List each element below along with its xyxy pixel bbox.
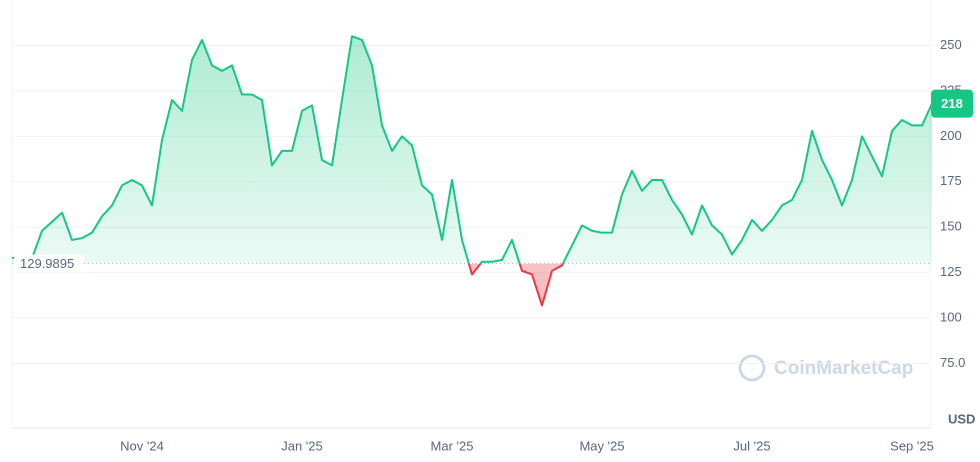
watermark-text: CoinMarketCap <box>774 358 913 379</box>
x-tick-label: Jul '25 <box>733 438 770 453</box>
area-below-baseline <box>12 263 932 306</box>
baseline-label-bg <box>14 254 84 273</box>
y-tick-label: 175 <box>940 173 962 188</box>
x-tick-label: Sep '25 <box>890 438 934 453</box>
y-tick-label: 200 <box>940 128 962 143</box>
x-tick-label: Nov '24 <box>120 438 164 453</box>
y-tick-label: 250 <box>940 37 962 52</box>
price-tag <box>931 89 973 118</box>
baseline-label: 129.9895 <box>20 256 74 271</box>
x-tick-label: Jan '25 <box>281 438 323 453</box>
watermark-logo <box>738 354 766 382</box>
price-tag-label: 218 <box>941 96 963 111</box>
watermark: CoinMarketCap <box>738 354 913 382</box>
y-tick-label: 125 <box>940 264 962 279</box>
x-tick-label: Mar '25 <box>431 438 474 453</box>
y-tick-label: 100 <box>940 310 962 325</box>
price-line-down <box>467 263 565 307</box>
y-tick-label: 150 <box>940 219 962 234</box>
x-tick-label: May '25 <box>579 438 624 453</box>
unit-label: USD <box>948 411 975 426</box>
price-line-up <box>11 35 933 264</box>
y-tick-label: 75.0 <box>940 355 965 370</box>
